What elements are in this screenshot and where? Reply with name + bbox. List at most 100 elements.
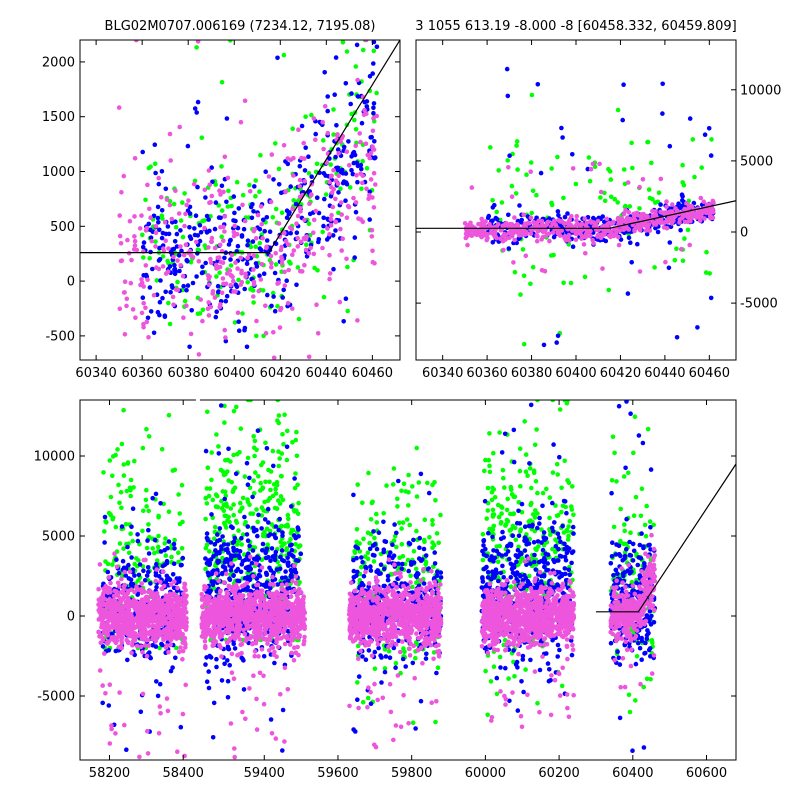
data-point-pink [313, 208, 319, 214]
data-point-pink [218, 192, 223, 197]
data-point-blue [120, 558, 126, 564]
data-point-blue [125, 657, 130, 663]
data-point-pink [217, 188, 222, 193]
data-point-green [102, 529, 107, 534]
data-point-blue [219, 678, 225, 683]
data-point-blue [166, 575, 171, 581]
data-point-blue [316, 239, 321, 245]
data-point-green [275, 400, 281, 403]
data-point-pink [223, 335, 228, 340]
data-point-blue [500, 529, 505, 535]
data-point-pink [547, 238, 552, 244]
data-point-green [321, 294, 327, 300]
data-point-green [182, 298, 188, 304]
data-point-green [263, 440, 268, 446]
data-point-pink [302, 156, 307, 161]
data-point-blue [185, 143, 191, 149]
data-point-pink [266, 174, 272, 179]
data-point-pink [271, 330, 276, 335]
data-point-pink [351, 195, 356, 201]
data-point-pink [498, 228, 504, 233]
data-point-blue [532, 552, 537, 558]
data-point-green [414, 445, 420, 451]
data-point-pink [206, 300, 211, 305]
data-point-green [204, 542, 210, 548]
data-point-green [199, 135, 205, 140]
x-tick-label: 60380 [511, 366, 552, 381]
data-point-green [288, 537, 293, 542]
data-point-green [630, 165, 635, 171]
data-point-green [121, 462, 127, 467]
data-point-blue [528, 402, 534, 408]
data-point-pink [616, 221, 621, 227]
data-point-blue [288, 230, 294, 236]
data-point-pink [669, 221, 675, 226]
data-point-blue [556, 213, 561, 218]
data-point-green [521, 273, 527, 279]
data-point-pink [208, 256, 213, 262]
data-point-pink [233, 260, 238, 265]
data-point-blue [214, 664, 219, 670]
data-point-blue [256, 556, 262, 561]
data-point-green [554, 513, 560, 519]
data-point-blue [286, 211, 292, 217]
data-point-green [535, 490, 540, 496]
data-point-pink [643, 228, 649, 233]
data-point-pink [370, 248, 375, 254]
data-point-blue [275, 55, 280, 61]
data-point-pink [355, 77, 360, 83]
data-point-green [188, 259, 194, 265]
data-point-blue [250, 239, 256, 244]
data-point-green [245, 499, 251, 505]
data-point-blue [217, 526, 223, 531]
data-point-green [530, 264, 536, 270]
data-point-pink [242, 98, 248, 104]
data-point-green [513, 537, 519, 543]
data-point-blue [155, 215, 161, 221]
data-point-green [226, 514, 231, 520]
data-point-blue [277, 566, 283, 572]
data-point-blue [203, 260, 208, 266]
data-point-green [258, 153, 263, 158]
data-point-blue [494, 675, 500, 681]
data-point-green [518, 483, 523, 489]
data-point-green [117, 500, 122, 506]
data-point-blue [540, 547, 546, 553]
data-point-pink [281, 230, 287, 236]
data-point-blue [653, 225, 658, 231]
data-point-green [240, 505, 245, 511]
data-point-blue [374, 44, 380, 50]
data-point-blue [244, 344, 250, 350]
data-point-green [273, 141, 278, 146]
data-point-green [214, 493, 220, 499]
data-point-pink [542, 268, 548, 274]
data-point-green [399, 526, 404, 531]
data-point-blue [178, 724, 184, 730]
data-point-pink [311, 217, 317, 223]
data-point-green [692, 174, 697, 180]
data-point-blue [560, 135, 565, 140]
data-point-blue [129, 524, 134, 530]
data-point-green [622, 541, 627, 547]
data-point-blue [187, 344, 192, 350]
data-point-blue [195, 233, 201, 238]
data-point-green [252, 453, 257, 459]
data-point-pink [321, 146, 326, 152]
data-point-pink [333, 219, 339, 225]
data-point-blue [621, 82, 626, 87]
data-point-green [207, 486, 213, 491]
data-point-blue [174, 244, 180, 249]
data-point-pink [288, 225, 293, 230]
data-point-pink [640, 177, 646, 182]
data-point-pink [222, 154, 228, 160]
data-point-pink [239, 268, 244, 274]
data-point-blue [548, 678, 553, 683]
data-point-pink [297, 184, 303, 189]
data-point-green [178, 218, 184, 223]
data-point-blue [272, 270, 278, 276]
data-point-pink [256, 288, 262, 294]
data-point-pink [545, 221, 550, 227]
data-point-pink [222, 229, 227, 234]
data-point-green [278, 494, 284, 499]
data-point-blue [571, 531, 576, 536]
